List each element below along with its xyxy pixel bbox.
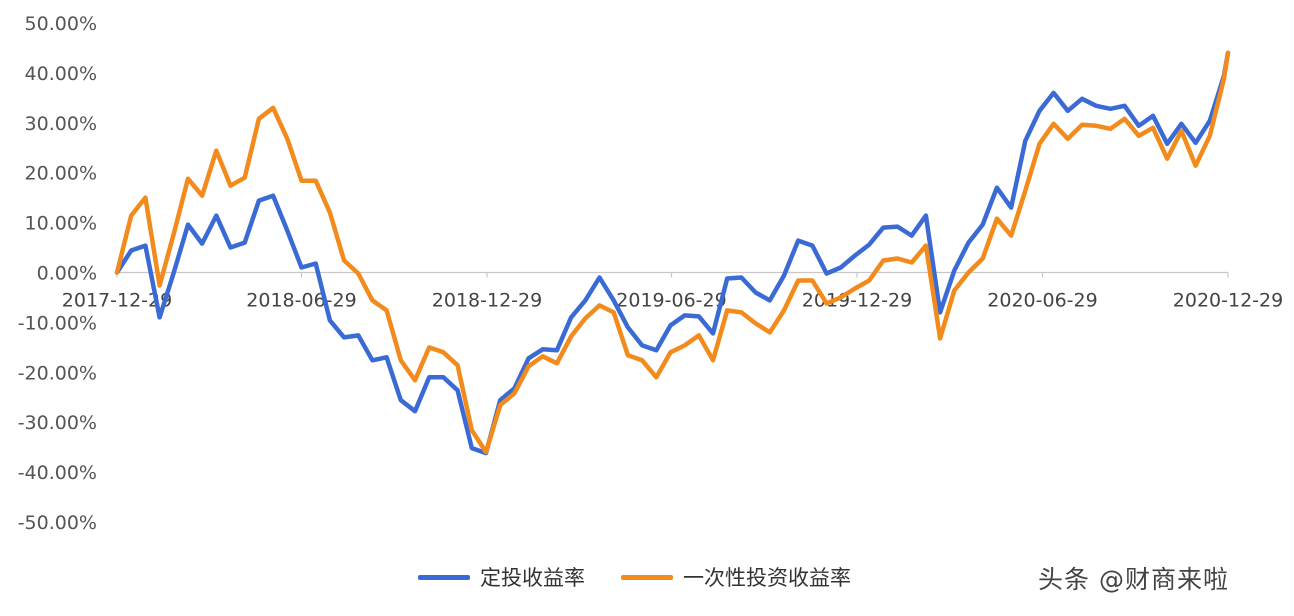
legend-label: 一次性投资收益率 — [683, 566, 851, 590]
legend: 定投收益率 一次性投资收益率 — [418, 562, 887, 592]
y-tick-label: -10.00% — [18, 312, 97, 334]
x-tick-label: 2020-12-29 — [1173, 290, 1283, 312]
x-tick-label: 2018-06-29 — [246, 290, 356, 312]
watermark: 头条 @财商来啦 — [1038, 565, 1229, 594]
y-tick-label: 40.00% — [25, 63, 97, 85]
x-axis: 2017-12-29 2018-06-29 2018-12-29 2019-06-29… — [62, 271, 1283, 312]
legend-label: 定投收益率 — [480, 566, 585, 590]
y-tick-label: 20.00% — [25, 163, 97, 185]
series-lines — [114, 50, 1231, 456]
y-tick-label: -40.00% — [18, 462, 97, 484]
y-tick-label: -30.00% — [18, 412, 97, 434]
legend-item-dca: 定投收益率 — [418, 562, 585, 592]
x-tick-label: 2018-12-29 — [432, 290, 542, 312]
y-axis-ticks: 50.00% 40.00% 30.00% 20.00% 10.00% 0.00% -10.0… — [18, 13, 97, 534]
legend-swatch-blue — [418, 574, 470, 580]
x-tick-label: 2020-06-29 — [987, 290, 1097, 312]
y-tick-label: 0.00% — [37, 263, 97, 285]
y-tick-label: 30.00% — [25, 113, 97, 135]
y-tick-label: -20.00% — [18, 362, 97, 384]
series-line-dca — [114, 50, 1231, 456]
y-tick-label: 50.00% — [25, 13, 97, 35]
legend-swatch-orange — [621, 574, 673, 580]
series-line-lump-sum — [114, 50, 1231, 455]
x-tick-label: 2017-12-29 — [62, 290, 172, 312]
x-tick-label: 2019-12-29 — [802, 290, 912, 312]
y-tick-label: -50.00% — [18, 512, 97, 534]
legend-item-lump-sum: 一次性投资收益率 — [621, 562, 851, 592]
x-tick-label: 2019-06-29 — [616, 290, 726, 312]
y-tick-label: 10.00% — [25, 213, 97, 235]
